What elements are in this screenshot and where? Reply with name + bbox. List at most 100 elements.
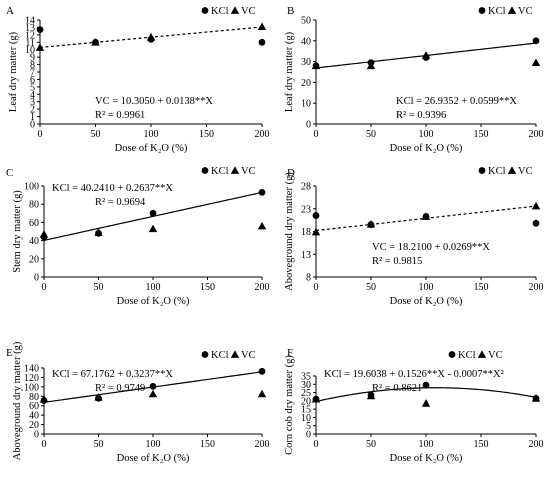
x-tick-label: 0 bbox=[314, 282, 319, 293]
data-point-vc bbox=[366, 391, 376, 400]
y-tick-label: 11 bbox=[25, 38, 35, 49]
data-point-vc bbox=[257, 389, 267, 398]
r-squared: R² = 0.9961 bbox=[95, 110, 145, 121]
data-point-vc bbox=[311, 395, 321, 403]
legend-marker-kcl bbox=[201, 351, 209, 358]
y-tick-label: 8 bbox=[30, 60, 35, 71]
r-squared: R² = 0.9694 bbox=[95, 197, 146, 208]
y-tick-label: 25 bbox=[301, 388, 311, 399]
data-point-kcl bbox=[149, 209, 157, 217]
y-tick-label: 9 bbox=[30, 53, 35, 64]
x-tick-label: 200 bbox=[529, 129, 544, 140]
x-tick-label: 100 bbox=[419, 282, 434, 293]
legend: KCl VC bbox=[448, 350, 503, 361]
x-tick-label: 100 bbox=[144, 129, 159, 140]
x-tick-label: 200 bbox=[255, 282, 270, 293]
y-tick-label: 14 bbox=[25, 16, 35, 27]
panel-b: 0 50 100 150 200 0 10 20 30 40 50 Dose of K₂O (%) Le… bbox=[284, 5, 544, 154]
y-tick-label: 1 bbox=[30, 112, 35, 123]
x-axis-label: Dose of K₂O (%) bbox=[390, 143, 463, 154]
data-point-kcl bbox=[312, 212, 320, 219]
legend-marker-vc bbox=[507, 166, 517, 174]
y-tick-label: 40 bbox=[29, 411, 39, 422]
data-point-kcl bbox=[36, 26, 44, 34]
x-tick-label: 150 bbox=[474, 282, 489, 293]
legend: KCl VC bbox=[201, 166, 256, 177]
x-tick-label: 0 bbox=[38, 129, 43, 140]
data-point-vc bbox=[94, 393, 103, 401]
y-tick-label: 23 bbox=[301, 204, 311, 215]
x-tick-label: 100 bbox=[419, 129, 434, 140]
y-tick-label: 0 bbox=[306, 120, 311, 131]
y-tick-label: 20 bbox=[29, 254, 39, 265]
x-tick-label: 0 bbox=[314, 439, 319, 450]
x-tick-label: 50 bbox=[366, 439, 376, 450]
legend-marker-vc bbox=[230, 166, 240, 174]
data-point-kcl bbox=[532, 219, 540, 227]
x-tick-label: 50 bbox=[94, 282, 104, 293]
legend: KCl VC bbox=[201, 6, 256, 17]
x-tick-label: 50 bbox=[91, 129, 101, 140]
y-tick-label: 0 bbox=[30, 120, 35, 131]
regression-equation: KCl = 19.6038 + 0.1526**X - 0.0007**X² bbox=[324, 369, 504, 380]
y-tick-label: 5 bbox=[306, 421, 311, 432]
y-tick-label: 20 bbox=[29, 420, 39, 431]
y-tick-label: 50 bbox=[301, 16, 311, 27]
y-tick-label: 20 bbox=[301, 78, 311, 89]
y-tick-label: 30 bbox=[301, 380, 311, 391]
panel-letter: B bbox=[287, 5, 294, 17]
x-axis-label: Dose of K₂O (%) bbox=[117, 453, 190, 464]
data-point-vc bbox=[311, 227, 321, 236]
panel-letter: C bbox=[6, 167, 13, 179]
y-tick-label: 3 bbox=[30, 97, 35, 108]
y-tick-label: 0 bbox=[34, 430, 39, 441]
y-tick-label: 12 bbox=[25, 30, 35, 41]
legend-label: KCl bbox=[211, 166, 229, 177]
panel-d: 0 50 100 150 200 8 13 18 23 28 Dose of K₂O (%) Abov… bbox=[284, 166, 544, 307]
legend-marker-vc bbox=[477, 350, 487, 358]
r-squared: R² = 0.9815 bbox=[372, 256, 422, 267]
data-point-vc bbox=[91, 38, 100, 46]
x-tick-label: 100 bbox=[419, 439, 434, 450]
legend-marker-kcl bbox=[478, 167, 486, 174]
y-axis-label: Corn cob dry matter (g) bbox=[284, 355, 295, 455]
legend-label: VC bbox=[241, 6, 256, 17]
x-tick-label: 200 bbox=[255, 439, 270, 450]
y-tick-label: 10 bbox=[25, 45, 35, 56]
y-tick-label: 18 bbox=[301, 227, 311, 238]
data-point-vc bbox=[35, 43, 45, 51]
legend-marker-kcl bbox=[448, 351, 456, 358]
y-tick-label: 80 bbox=[29, 200, 39, 211]
legend: KCl VC bbox=[201, 350, 256, 361]
regression-equation: VC = 10.3050 + 0.0138**X bbox=[95, 96, 213, 107]
y-tick-label: 35 bbox=[301, 372, 311, 383]
legend-label: KCl bbox=[488, 6, 506, 17]
x-tick-label: 200 bbox=[529, 282, 544, 293]
y-axis-label: Leaf dry matter (g) bbox=[8, 31, 19, 112]
data-point-vc bbox=[146, 32, 156, 41]
legend-label: VC bbox=[241, 166, 256, 177]
legend: KCl VC bbox=[478, 166, 533, 177]
data-point-kcl bbox=[422, 381, 430, 389]
data-point-vc bbox=[531, 394, 541, 402]
y-tick-label: 5 bbox=[30, 82, 35, 93]
legend-label: VC bbox=[518, 166, 533, 177]
legend-label: VC bbox=[488, 350, 503, 361]
y-tick-label: 6 bbox=[30, 75, 35, 86]
legend-label: KCl bbox=[458, 350, 476, 361]
legend-label: VC bbox=[241, 350, 256, 361]
regression-equation: KCl = 67.1762 + 0.3237**X bbox=[52, 369, 173, 380]
data-point-vc bbox=[366, 220, 376, 228]
y-axis-label: Stem dry matter (g) bbox=[12, 190, 23, 273]
y-tick-label: 0 bbox=[34, 273, 39, 284]
x-axis-label: Dose of K₂O (%) bbox=[117, 296, 190, 307]
y-tick-label: 100 bbox=[24, 382, 39, 393]
y-tick-label: 40 bbox=[301, 36, 311, 47]
data-point-vc bbox=[148, 389, 158, 398]
data-point-vc bbox=[366, 61, 376, 70]
regression-equation: KCl = 26.9352 + 0.0599**X bbox=[396, 96, 517, 107]
data-point-vc bbox=[421, 399, 431, 407]
y-tick-label: 15 bbox=[301, 405, 311, 416]
